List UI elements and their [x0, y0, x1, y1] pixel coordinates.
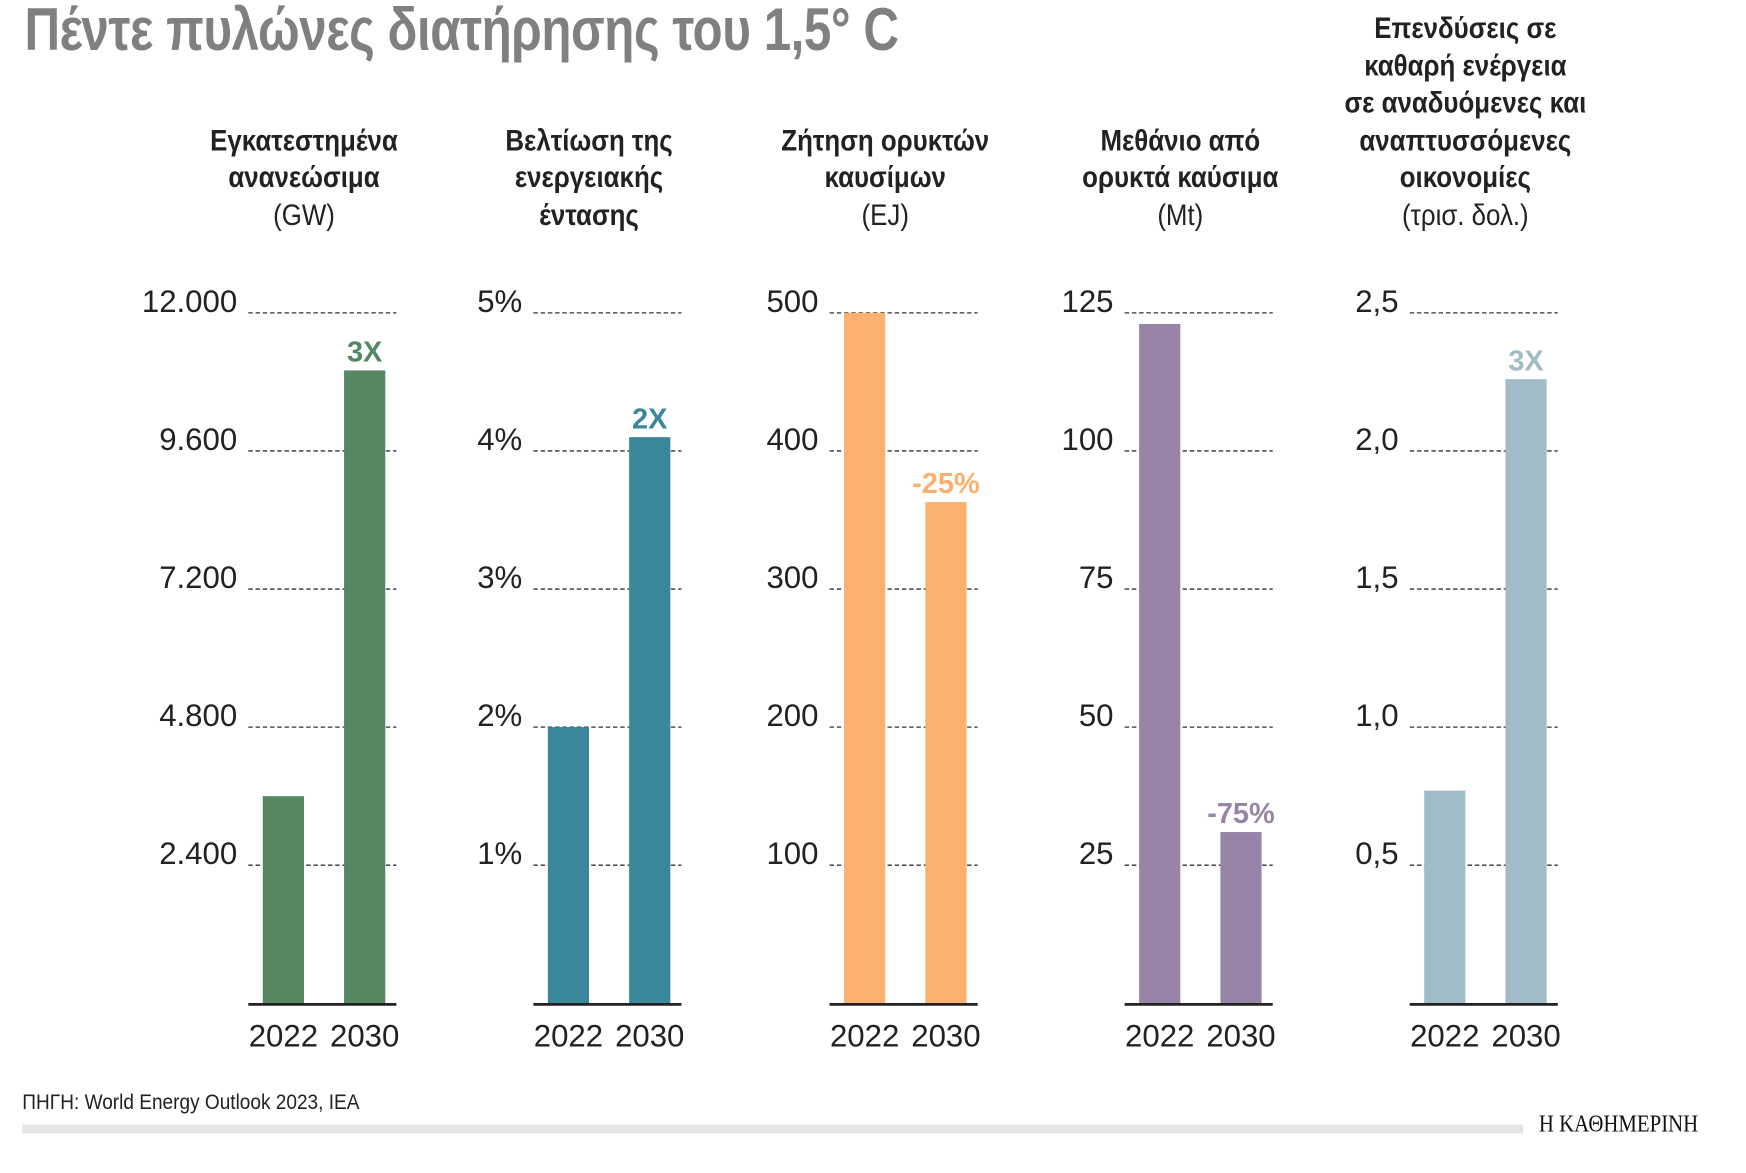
chart-5: 0,5 1,0 1,5 2,0 2,5 2022 2030 3X	[1355, 284, 1560, 1054]
chart-1: 2.400 4.800 7.200 9.600 12.000 2022 2030 3X	[142, 284, 399, 1054]
y-tick-label: 100	[1062, 422, 1114, 457]
chart-title-line: Μεθάνιο από	[1100, 123, 1261, 157]
y-tick-label: 2%	[477, 698, 522, 733]
chart-title-line: ενεργειακής	[514, 160, 664, 194]
x-tick-label: 2030	[911, 1019, 980, 1054]
y-tick-label: 9.600	[159, 422, 237, 457]
x-tick-label: 2030	[1206, 1019, 1275, 1054]
chart-title-line: αναπτυσσόμενες	[1359, 123, 1572, 157]
bar-2022	[844, 312, 886, 1004]
chart-title: Βελτίωση της ενεργειακής έντασης	[422, 122, 756, 234]
chart-title-line: σε αναδυόμενες και	[1344, 85, 1587, 120]
y-tick-label: 125	[1062, 284, 1114, 319]
source-note: ΠΗΓΗ: World Energy Outlook 2023, IEA	[22, 1091, 360, 1115]
chart-title: Μεθάνιο από ορυκτά καύσιμα (Mt)	[1013, 122, 1347, 234]
chart-2: 1% 2% 3% 4% 5% 2022 2030 2X	[477, 284, 684, 1054]
y-tick-label: 7.200	[159, 560, 237, 595]
page-title: Πέντε πυλώνες διατήρησης του 1,5° C	[24, 0, 899, 64]
y-tick-label: 500	[766, 284, 818, 319]
chart-unit: (τρισ. δολ.)	[1402, 197, 1529, 232]
y-tick-label: 2,0	[1355, 422, 1398, 457]
chart-title-line: ανανεώσιμα	[228, 160, 380, 194]
chart-title-line: ορυκτά καύσιμα	[1082, 160, 1279, 194]
x-tick-label: 2030	[1491, 1019, 1560, 1054]
y-tick-label: 300	[766, 560, 818, 595]
bar-2030	[925, 502, 967, 1004]
x-tick-label: 2022	[1125, 1019, 1194, 1054]
y-tick-label: 200	[766, 698, 818, 733]
x-tick-label: 2030	[330, 1019, 399, 1054]
y-tick-label: 2.400	[159, 836, 237, 871]
y-tick-label: 2,5	[1355, 284, 1398, 319]
chart-unit: (GW)	[273, 197, 335, 232]
chart-title-line: Επενδύσεις σε	[1374, 11, 1557, 45]
y-tick-label: 50	[1079, 698, 1114, 733]
chart-title-line: οικονομίες	[1399, 160, 1531, 194]
bar-2030	[1505, 379, 1547, 1004]
bar-annotation: 2X	[632, 403, 668, 435]
bar-annotation: -75%	[1207, 798, 1275, 830]
y-tick-label: 100	[766, 836, 818, 871]
publisher-logo: Η ΚΑΘΗΜΕΡΙΝΗ	[1538, 1109, 1699, 1137]
y-tick-label: 3%	[477, 560, 522, 595]
y-tick-label: 5%	[477, 284, 522, 319]
chart-4: 25 50 75 100 125 2022 2030 -75%	[1062, 284, 1276, 1054]
y-tick-label: 25	[1079, 836, 1114, 871]
chart-unit: (Mt)	[1157, 197, 1204, 232]
chart-title-line: Βελτίωση της	[505, 123, 673, 157]
y-tick-label: 4.800	[159, 698, 237, 733]
bar-2030	[344, 370, 386, 1004]
bar-annotation: 3X	[1508, 345, 1544, 377]
chart-title-line: Εγκατεστημένα	[210, 123, 398, 157]
bar-2022	[547, 727, 590, 1004]
y-tick-label: 75	[1079, 560, 1114, 595]
chart-unit: (EJ)	[861, 197, 909, 232]
bar-2022	[1139, 323, 1181, 1004]
y-tick-label: 1,5	[1355, 560, 1398, 595]
chart-3: 100 200 300 400 500 2022 2030 -25%	[766, 284, 980, 1054]
bar-2022	[262, 796, 304, 1004]
x-tick-label: 2030	[615, 1019, 684, 1054]
bar-annotation: 3X	[347, 337, 383, 369]
chart-title-line: έντασης	[539, 197, 639, 232]
bar-annotation: -25%	[912, 468, 980, 500]
y-tick-label: 12.000	[142, 284, 237, 319]
y-tick-label: 1%	[477, 836, 522, 871]
y-tick-label: 1,0	[1355, 698, 1398, 733]
bar-2030	[629, 437, 671, 1004]
x-tick-label: 2022	[249, 1019, 318, 1054]
bar-2030	[1220, 832, 1262, 1004]
y-tick-label: 0,5	[1355, 836, 1398, 871]
chart-title: Ζήτηση ορυκτών καυσίμων (EJ)	[718, 122, 1052, 234]
x-tick-label: 2022	[830, 1019, 899, 1054]
y-tick-label: 4%	[477, 422, 522, 457]
y-tick-label: 400	[766, 422, 818, 457]
chart-title: Επενδύσεις σε καθαρή ενέργεια σε αναδυόμεν…	[1298, 10, 1632, 234]
x-tick-label: 2022	[1410, 1019, 1479, 1054]
footer-rule	[22, 1124, 1524, 1134]
chart-title-line: Ζήτηση ορυκτών	[781, 123, 990, 157]
chart-title-line: καυσίμων	[824, 160, 946, 194]
chart-title-line: καθαρή ενέργεια	[1364, 48, 1567, 82]
x-tick-label: 2022	[534, 1019, 603, 1054]
bar-2022	[1424, 790, 1466, 1004]
chart-title: Εγκατεστημένα ανανεώσιμα (GW)	[137, 122, 471, 234]
